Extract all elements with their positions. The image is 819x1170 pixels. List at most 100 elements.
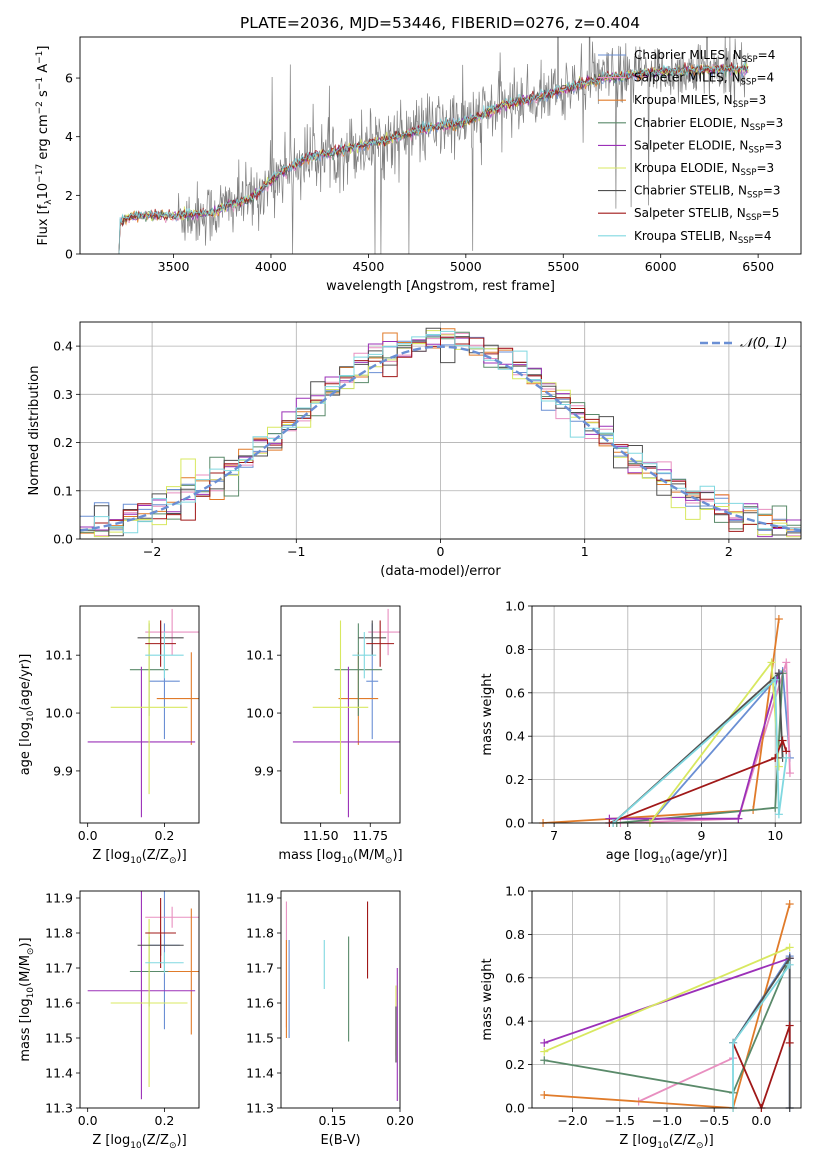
x-axis-label-part: )] (392, 848, 402, 863)
y-axis-label: mass weight (480, 673, 495, 755)
x-axis-label-part: )] (704, 1133, 714, 1148)
error-bar-point (110, 919, 188, 1087)
x-axis-label-part: Z [log (92, 1133, 130, 1148)
legend-entry: Kroupa STELIB, NSSP=4 (634, 229, 772, 246)
y-axis-label-part: ⊙ (26, 948, 36, 956)
model-spectrum-line (118, 62, 749, 254)
y-tick-label: 1.0 (505, 884, 525, 899)
y-tick-label: 0.6 (505, 685, 525, 700)
y-tick-label: 0.4 (505, 729, 525, 744)
weight-marker (782, 658, 791, 667)
legend-tail: =5 (762, 206, 780, 220)
axes-frame (79, 890, 200, 1109)
weight-marker (540, 1047, 549, 1056)
legend-entry: Salpeter STELIB, NSSP=5 (634, 206, 779, 223)
legend-tail: =3 (764, 138, 782, 152)
y-tick-label: 11.3 (45, 1101, 73, 1116)
y-axis-label-part: λ (44, 199, 54, 205)
weight-marker (782, 753, 791, 762)
y-tick-label: 0.8 (505, 642, 525, 657)
x-tick-label: 0.2 (155, 1113, 175, 1128)
y-axis-label-part: −1 (35, 51, 45, 64)
y-tick-label: 0.1 (53, 483, 73, 498)
weight-marker (785, 900, 794, 909)
axes-residuals: −2 −1 0 1 2 0.0 0.1 0.2 0.3 0.4 (data-model)/error… (27, 322, 801, 579)
legend-sub: SSP (746, 213, 762, 223)
axes-ebv-mass: 0.15 0.20 11.3 11.4 11.5 11.6 11.7 11.8 11.9 E(B-… (246, 891, 414, 1149)
residual-histogram (80, 336, 801, 532)
x-tick-label: −0.5 (699, 1113, 729, 1128)
y-axis-label-part: Flux [f (36, 204, 51, 245)
legend-sub: SSP (741, 168, 757, 178)
x-tick-label: 0.20 (386, 1113, 414, 1128)
error-bar-point (145, 632, 184, 679)
y-tick-label: 11.4 (45, 1066, 73, 1081)
error-bar-point (366, 620, 395, 667)
y-tick-label: 11.8 (246, 926, 274, 941)
y-axis-label-part: ] (36, 46, 51, 51)
y-tick-label: 11.6 (45, 996, 73, 1011)
x-tick-label: −1.5 (605, 1113, 635, 1128)
y-axis-label: mass weight (480, 958, 495, 1040)
x-tick-label: 7 (550, 828, 558, 843)
weight-marker (540, 1090, 549, 1099)
y-axis-label: mass [log10(M/M⊙)] (18, 937, 36, 1061)
x-axis-label-part: age [log (606, 848, 659, 863)
x-tick-label: −2 (143, 544, 161, 559)
error-bar-point (368, 608, 400, 656)
legend-entry: Salpeter MILES, NSSP=4 (634, 71, 774, 88)
y-tick-label: 10.0 (246, 706, 274, 721)
x-axis-label-part: (M/M (353, 848, 385, 863)
y-axis-label-part: −17 (35, 164, 45, 183)
error-bar-point (145, 898, 176, 968)
legend-entry: Salpeter ELODIE, NSSP=3 (634, 138, 782, 155)
y-tick-label: 11.5 (45, 1031, 73, 1046)
x-axis-label-part: ⊙ (169, 856, 177, 866)
legend-entry: Chabrier STELIB, NSSP=3 (634, 184, 781, 201)
axes-spectrum: 3500 4000 4500 5000 5500 6000 6500 0 2 4 6 waveleng… (35, 37, 783, 294)
error-bar-point (334, 623, 383, 716)
legend-text: Kroupa ELODIE, N (634, 161, 741, 175)
y-tick-label: 11.8 (45, 926, 73, 941)
weight-line (612, 677, 788, 823)
y-tick-label: 11.6 (246, 996, 274, 1011)
x-axis-label-part: Z [log (92, 848, 130, 863)
weight-marker (774, 810, 783, 819)
legend-text: Chabrier ELODIE, N (634, 116, 750, 130)
y-tick-label: 0.2 (53, 435, 73, 450)
y-axis-label-part: (age/yr)] (18, 654, 33, 711)
x-tick-label: 11.75 (352, 828, 388, 843)
normal-curve (80, 345, 801, 532)
error-bar-point (352, 632, 377, 679)
legend-entry: 𝒩(0, 1) (740, 336, 787, 351)
weight-marker (540, 1038, 549, 1047)
x-tick-label: 0.15 (318, 1113, 346, 1128)
legend-text: Kroupa MILES, N (634, 93, 733, 107)
y-tick-label: 11.3 (246, 1101, 274, 1116)
x-tick-label: −2.0 (557, 1113, 587, 1128)
residual-histogram (80, 330, 801, 534)
error-bar-point (156, 652, 199, 745)
y-axis-label-part: (M/M (18, 955, 33, 987)
y-tick-label: 11.5 (246, 1031, 274, 1046)
figure-title: PLATE=2036, MJD=53446, FIBERID=0276, z=0… (240, 14, 640, 32)
x-axis-label-part: 10 (130, 1141, 142, 1151)
legend-tail: =3 (749, 93, 767, 107)
y-tick-label: 0.3 (53, 387, 73, 402)
weight-marker (778, 736, 787, 745)
y-tick-label: 0.0 (505, 1101, 525, 1116)
y-tick-label: 9.9 (254, 763, 274, 778)
weight-line (544, 957, 790, 1044)
weight-marker (785, 1021, 794, 1030)
y-axis-label-part: )] (18, 937, 33, 947)
weight-line (543, 946, 791, 1053)
model-spectrum-line (118, 63, 749, 254)
legend-entry: Kroupa ELODIE, NSSP=3 (634, 161, 774, 178)
error-bar-point (145, 952, 184, 974)
model-spectrum-line (118, 60, 749, 254)
y-axis-label-part: −1 (35, 77, 45, 90)
x-tick-label: 4000 (255, 259, 287, 274)
x-axis-label-part: 10 (657, 1141, 669, 1151)
x-axis-label: wavelength [Angstrom, rest frame] (326, 279, 555, 294)
